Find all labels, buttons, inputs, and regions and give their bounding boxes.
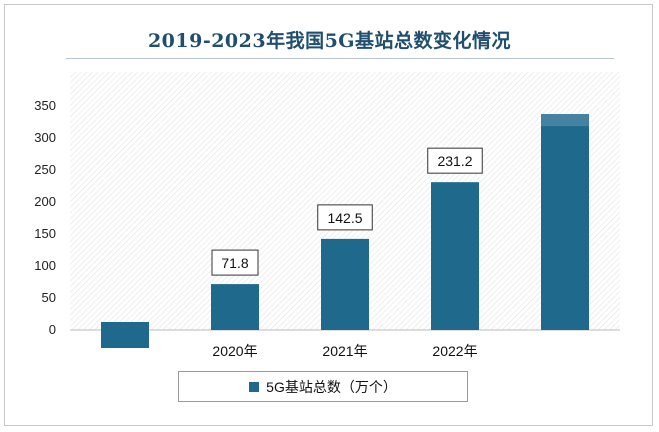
x-tick-label: 2022年	[432, 343, 477, 359]
title-underline	[66, 58, 614, 59]
y-tick-label: 100	[34, 258, 56, 273]
data-label-box	[317, 204, 373, 231]
data-label: 231.2	[437, 153, 472, 169]
y-tick-label: 200	[34, 194, 56, 209]
y-tick-label: 250	[34, 162, 56, 177]
x-axis-labels: 2020年 2021年 2022年	[212, 343, 477, 359]
y-tick-label: 0	[49, 322, 56, 337]
legend-label: 5G基站总数（万个）	[266, 378, 397, 395]
x-tick-label: 2020年	[212, 343, 257, 359]
x-tick-label: 2021年	[322, 343, 367, 359]
legend-swatch	[249, 381, 260, 392]
bar	[101, 322, 149, 348]
legend: 5G基站总数（万个）	[178, 371, 468, 402]
bar	[431, 182, 479, 330]
y-tick-label: 350	[34, 98, 56, 113]
data-label: 71.8	[221, 255, 248, 271]
y-tick-label: 150	[34, 226, 56, 241]
data-label-box	[211, 249, 259, 276]
y-axis: 0 50 100 150 200 250 300 350	[34, 98, 56, 337]
chart-title: 2019-2023年我国5G基站总数变化情况	[147, 30, 512, 52]
data-label: 142.5	[327, 210, 362, 226]
bar	[321, 238, 369, 330]
data-label-box	[427, 147, 483, 174]
y-tick-label: 50	[42, 290, 56, 305]
bar	[211, 284, 259, 330]
bar	[541, 114, 589, 331]
bars: 71.8 142.5 231.2	[101, 114, 589, 348]
y-tick-label: 300	[34, 130, 56, 145]
bar-highlight	[541, 114, 589, 127]
